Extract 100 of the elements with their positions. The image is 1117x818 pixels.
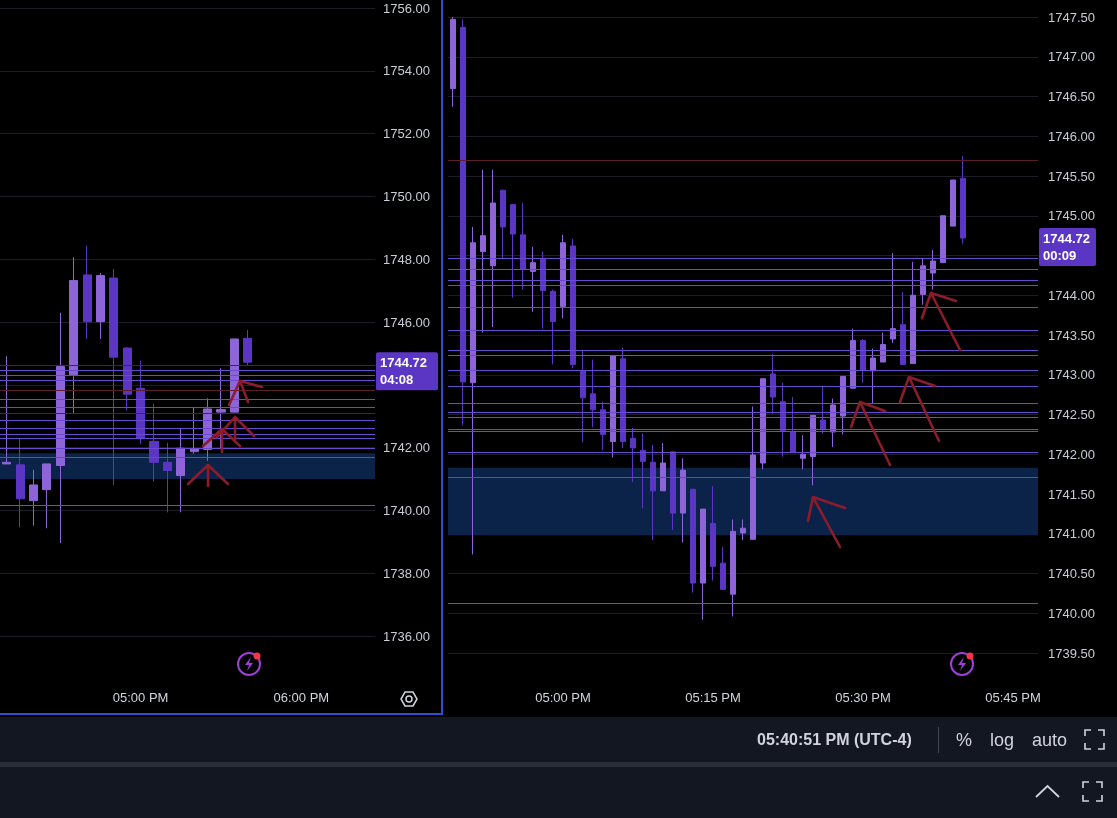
- y-tick-label: 1743.50: [1048, 327, 1095, 343]
- candlestick: [880, 332, 886, 363]
- candlestick: [870, 348, 876, 404]
- candlestick: [660, 442, 666, 492]
- candlestick: [650, 444, 656, 541]
- y-tick-label: 1748.00: [383, 251, 430, 267]
- candlestick: [740, 518, 746, 541]
- candlestick: [490, 169, 496, 328]
- y-tick-label: 1750.00: [383, 188, 430, 204]
- candlestick: [710, 485, 716, 582]
- x-tick-label: 05:30 PM: [835, 690, 891, 705]
- text: 05:40:51 PM (UTC-4): [757, 731, 912, 748]
- x-tick-label: 05:45 PM: [985, 690, 1041, 705]
- candlestick: [450, 16, 456, 108]
- candlestick: [540, 251, 546, 330]
- y-tick-label: 1740.00: [1048, 605, 1095, 621]
- x-tick-label: 05:00 PM: [112, 690, 169, 705]
- candlestick: [530, 246, 536, 313]
- y-tick-label: 1747.00: [1048, 49, 1095, 65]
- candlestick: [760, 378, 766, 470]
- text: %: [956, 730, 973, 750]
- y-tick-label: 1745.50: [1048, 168, 1095, 184]
- candlestick: [69, 256, 78, 414]
- candlestick: [243, 329, 252, 366]
- candlestick: [16, 437, 25, 528]
- y-tick-label: 1736.00: [383, 628, 430, 644]
- candlestick: [930, 249, 936, 291]
- candlestick: [690, 488, 696, 594]
- candlestick: [630, 427, 636, 483]
- y-tick-label: 1756.00: [383, 0, 430, 16]
- x-tick-label: 05:00 PM: [535, 690, 591, 705]
- y-tick-label: 1745.00: [1048, 208, 1095, 224]
- candlestick: [920, 258, 926, 306]
- candlestick: [840, 375, 846, 435]
- candlestick: [730, 518, 736, 617]
- y-tick-label: 1741.50: [1048, 486, 1095, 502]
- y-tick-label: 1742.50: [1048, 407, 1095, 422]
- candlestick: [480, 169, 486, 334]
- y-tick-label: 1746.50: [1048, 89, 1095, 104]
- x-tick-label: 06:00 PM: [273, 690, 330, 705]
- candlestick: [96, 272, 105, 340]
- candlestick: [510, 203, 516, 299]
- candlestick: [850, 328, 856, 389]
- y-tick-label: 1742.00: [383, 440, 430, 456]
- candlestick: [680, 457, 686, 543]
- candlestick: [29, 469, 38, 527]
- y-tick-label: 1740.00: [383, 502, 430, 518]
- candlestick: [460, 18, 466, 426]
- candlestick: [890, 252, 896, 344]
- x-tick-label: 05:15 PM: [685, 690, 741, 705]
- candlestick: [149, 403, 159, 483]
- candlestick: [580, 349, 586, 443]
- candlestick: [216, 367, 226, 450]
- y-tick-label: 1744.00: [1048, 287, 1095, 303]
- y-tick-label: 1746.00: [1048, 128, 1095, 144]
- candlestick: [720, 546, 726, 590]
- candlestick: [570, 238, 576, 369]
- candlestick: [500, 189, 506, 259]
- candlestick: [770, 353, 776, 415]
- y-tick-label: 1739.50: [1048, 645, 1095, 661]
- text: log: [990, 730, 1015, 750]
- candlestick: [190, 406, 199, 455]
- y-tick-label: 1747.50: [1048, 9, 1095, 25]
- candlestick: [810, 414, 816, 486]
- candlestick: [700, 508, 706, 621]
- candlestick: [470, 226, 476, 555]
- candlestick: [750, 406, 756, 540]
- candlestick: [163, 442, 172, 513]
- y-tick-label: 1743.00: [1048, 367, 1095, 383]
- candlestick: [910, 261, 916, 365]
- candlestick: [2, 355, 11, 465]
- y-tick-label: 1752.00: [383, 126, 430, 142]
- candlestick: [900, 291, 906, 365]
- candlestick: [820, 385, 826, 435]
- candlestick: [950, 179, 956, 227]
- candlestick: [790, 396, 796, 454]
- candlestick: [800, 434, 806, 470]
- candlestick: [42, 463, 51, 529]
- candlestick: [940, 215, 946, 264]
- candlestick: [960, 155, 966, 245]
- candlestick: [550, 289, 556, 365]
- candlestick: [860, 338, 866, 384]
- candlestick: [83, 245, 92, 340]
- candlestick: [620, 347, 626, 449]
- candlestick: [590, 359, 596, 428]
- y-tick-label: 1740.50: [1048, 566, 1095, 581]
- text: auto: [1032, 730, 1068, 750]
- candlestick: [109, 268, 118, 486]
- y-tick-label: 1738.00: [383, 565, 430, 581]
- text: 1744.72 00:09: [1043, 231, 1090, 264]
- text: 1744.72 04:08: [380, 355, 427, 388]
- y-tick-label: 1742.00: [1048, 446, 1095, 462]
- candlestick: [670, 451, 676, 531]
- y-tick-label: 1746.00: [383, 314, 430, 330]
- y-tick-label: 1741.00: [1048, 526, 1095, 542]
- y-tick-label: 1754.00: [383, 63, 430, 79]
- candlestick: [560, 234, 566, 319]
- candlestick: [520, 202, 526, 291]
- candlestick: [640, 433, 646, 509]
- candlestick: [176, 428, 185, 513]
